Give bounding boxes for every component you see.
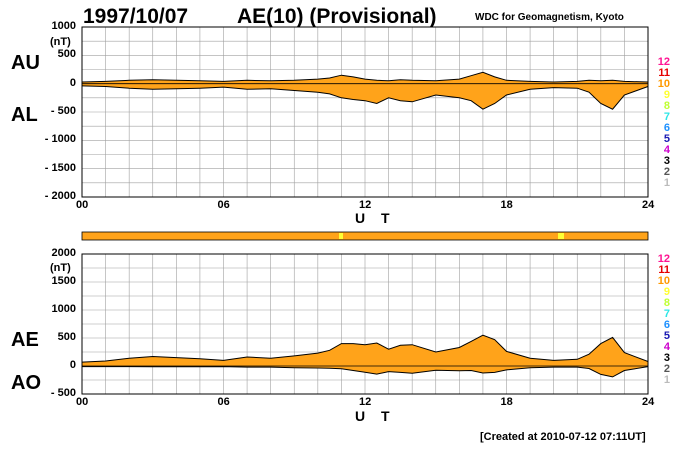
y-tick-label: 2000 <box>51 247 76 259</box>
x-tick-label: 24 <box>642 396 655 408</box>
series-line-upper <box>81 71 649 83</box>
legend-entry: 7 <box>663 111 670 123</box>
legend-entry: 10 <box>657 78 670 90</box>
x-tick-label: 12 <box>359 396 372 408</box>
quality-bar-marker <box>558 233 564 239</box>
y-tick-label: 500 <box>57 48 76 61</box>
ao-label: AO <box>11 372 41 394</box>
y-tick-label: - 1000 <box>44 133 76 146</box>
legend-entry: 6 <box>663 122 670 134</box>
legend-entry: 9 <box>663 286 670 298</box>
y-tick-label: 1500 <box>51 275 76 287</box>
legend-entry: 4 <box>663 341 670 353</box>
quality-bar-marker <box>339 233 343 239</box>
series-line-lower <box>81 85 649 110</box>
series-line-upper <box>81 334 649 363</box>
plot-frame <box>81 253 649 395</box>
x-tick-label: 18 <box>500 396 513 408</box>
x-tick-label: 00 <box>76 396 89 408</box>
au-label: AU <box>11 52 40 74</box>
series-line-lower <box>82 366 649 378</box>
legend-entry: 5 <box>663 330 670 342</box>
legend-entry: 9 <box>663 89 670 101</box>
plot-frame <box>81 26 649 198</box>
ae-label: AE <box>11 329 39 351</box>
y-tick-label: 1000 <box>51 303 76 315</box>
legend-entry: 12 <box>657 253 670 265</box>
y-tick-label: - 500 <box>50 105 76 117</box>
x-axis-label-top: U T <box>355 210 396 226</box>
source-label: WDC for Geomagnetism, Kyoto <box>475 12 624 23</box>
legend-entry: 11 <box>658 67 670 79</box>
date-label: 1997/10/07 <box>83 5 189 28</box>
x-tick-label: 24 <box>642 199 655 211</box>
legend-entry: 4 <box>663 144 670 156</box>
legend-entry: 6 <box>663 319 670 331</box>
y-tick-label: - 2000 <box>44 190 76 202</box>
x-tick-label: 18 <box>500 199 513 211</box>
legend-entry: 12 <box>657 56 670 68</box>
legend-entry: 1 <box>663 177 670 189</box>
legend-entry: 2 <box>663 166 670 178</box>
x-axis-label-bottom: U T <box>355 408 396 424</box>
legend-entry: 7 <box>663 308 670 320</box>
y-tick-label: 0 <box>69 76 76 89</box>
legend-entry: 8 <box>663 100 670 112</box>
quality-bar <box>81 231 649 241</box>
chart-title: AE(10) (Provisional) <box>237 5 437 28</box>
x-tick-label: 00 <box>76 199 89 211</box>
al-label: AL <box>11 104 38 126</box>
y-tick-label: - 500 <box>50 387 76 399</box>
legend-entry: 11 <box>658 264 670 276</box>
legend-entry: 3 <box>663 352 670 364</box>
created-label: [Created at 2010-07-12 07:11UT] <box>480 431 646 443</box>
legend-entry: 10 <box>657 275 670 287</box>
x-tick-label: 12 <box>359 199 372 211</box>
x-tick-label: 06 <box>217 199 230 211</box>
legend-entry: 2 <box>663 363 670 375</box>
x-tick-label: 06 <box>217 396 230 408</box>
legend-entry: 5 <box>663 133 670 145</box>
unit-label-bottom: (nT) <box>50 262 71 274</box>
legend-entry: 8 <box>663 297 670 309</box>
y-tick-label: 1000 <box>51 20 76 32</box>
legend-entry: 1 <box>663 374 670 386</box>
y-tick-label: - 1500 <box>44 161 76 174</box>
y-tick-label: 500 <box>57 331 76 343</box>
legend-entry: 3 <box>663 155 670 167</box>
y-tick-label: 0 <box>69 359 76 371</box>
unit-label-top: (nT) <box>50 36 71 48</box>
